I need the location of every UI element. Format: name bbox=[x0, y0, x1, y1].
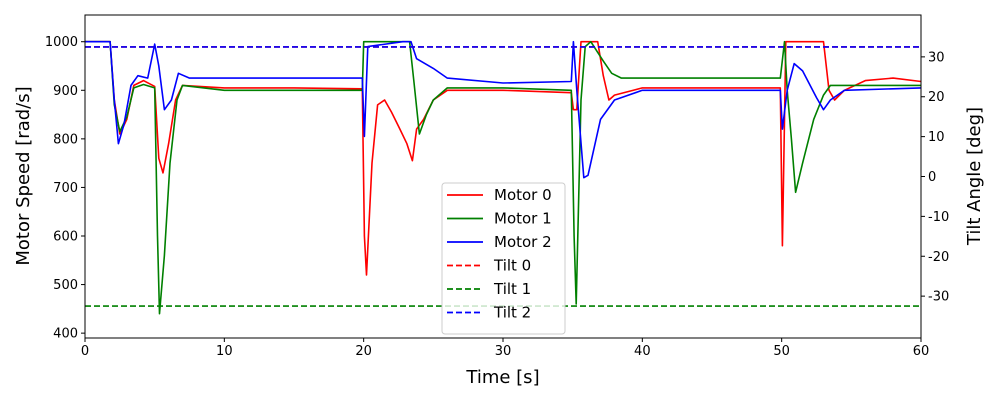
y-left-tick-label: 600 bbox=[53, 230, 78, 245]
series-line-motor-2 bbox=[85, 40, 921, 179]
y-left-tick-label: 400 bbox=[53, 327, 78, 342]
y-left-tick-label: 1000 bbox=[45, 35, 78, 50]
y-left-tick-label: 800 bbox=[53, 132, 78, 147]
y-axis-left-label: Motor Speed [rad/s] bbox=[13, 86, 34, 265]
y-left-tick-label: 700 bbox=[53, 181, 78, 196]
legend-label: Tilt 1 bbox=[493, 280, 531, 298]
y-right-tick-label: 30 bbox=[928, 50, 945, 65]
x-tick-label: 50 bbox=[773, 344, 790, 359]
x-tick-label: 10 bbox=[216, 344, 233, 359]
y-right-tick-label: 10 bbox=[928, 130, 945, 145]
y-right-tick-label: -10 bbox=[928, 210, 949, 225]
y-left-tick-label: 900 bbox=[53, 84, 78, 99]
legend-label: Tilt 0 bbox=[493, 257, 531, 275]
legend-label: Motor 1 bbox=[494, 210, 552, 228]
x-tick-label: 30 bbox=[495, 344, 512, 359]
x-tick-label: 40 bbox=[634, 344, 651, 359]
legend-box bbox=[441, 182, 566, 335]
x-axis-label: Time [s] bbox=[465, 367, 539, 388]
y-right-tick-label: -20 bbox=[928, 250, 949, 265]
x-tick-label: 20 bbox=[355, 344, 372, 359]
x-tick-label: 0 bbox=[81, 344, 89, 359]
y-right-tick-label: 20 bbox=[928, 90, 945, 105]
legend-label: Motor 2 bbox=[494, 233, 552, 251]
series-layer bbox=[85, 40, 921, 315]
y-right-tick-label: 0 bbox=[928, 170, 936, 185]
series-line-motor-0 bbox=[85, 40, 921, 276]
x-tick-label: 60 bbox=[913, 344, 930, 359]
y-right-tick-label: -30 bbox=[928, 290, 949, 305]
legend-label: Tilt 2 bbox=[493, 304, 531, 322]
legend: Motor 0 Motor 1 Motor 2 Tilt 0 Tilt 1 Tilt 2 bbox=[441, 182, 566, 335]
y-left-tick-label: 500 bbox=[53, 278, 78, 293]
series-line-motor-1 bbox=[85, 40, 921, 315]
legend-label: Motor 0 bbox=[494, 186, 552, 204]
y-axis-right-label: Tilt Angle [deg] bbox=[964, 107, 985, 246]
ticks-layer: 0 10 20 30 40 50 60 400 500 600 700 800 900 1000 -30 -2… bbox=[45, 35, 949, 359]
